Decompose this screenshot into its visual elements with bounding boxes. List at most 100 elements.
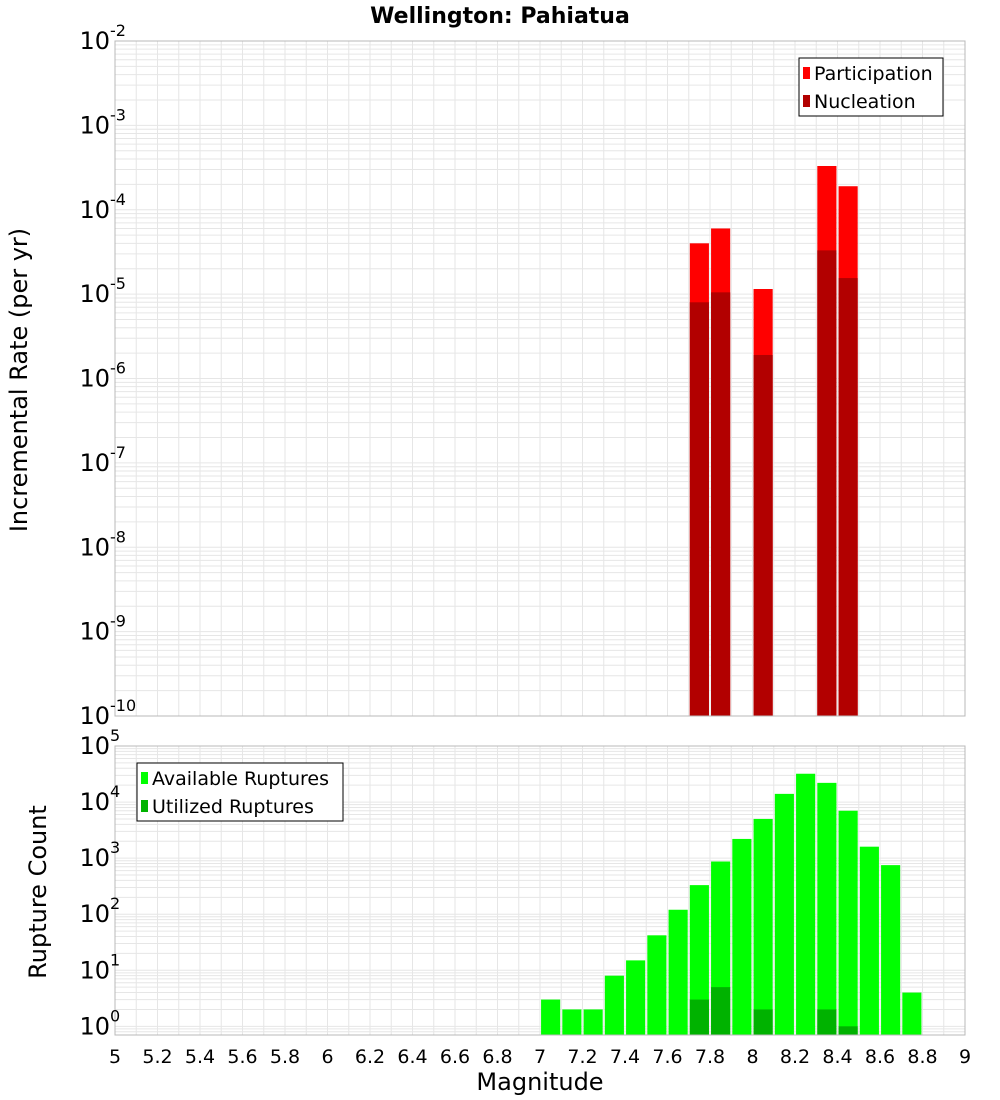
count-bar-primary xyxy=(541,999,561,1035)
count-bar-secondary xyxy=(817,1009,837,1035)
count-bar-secondary xyxy=(711,987,731,1035)
count-y-tick-exponent: 5 xyxy=(110,726,120,745)
rate-legend-swatch xyxy=(803,67,810,79)
count-y-tick-label: 10 xyxy=(79,1012,110,1040)
count-bar-primary xyxy=(859,846,879,1035)
rate-legend-box xyxy=(798,57,944,117)
count-bar-primary xyxy=(626,960,646,1035)
magnitude-tick-label: 7 xyxy=(534,1046,546,1068)
count-bar-primary xyxy=(732,838,752,1035)
rate-legend-swatch xyxy=(803,95,810,107)
magnitude-tick-label: 8.6 xyxy=(865,1046,895,1068)
magnitude-tick-label: 7.6 xyxy=(652,1046,682,1068)
magnitude-tick-label: 8.4 xyxy=(822,1046,852,1068)
rate-y-tick-label: 10 xyxy=(79,618,110,646)
rate-y-tick-exponent: -7 xyxy=(110,443,126,462)
count-y-tick-exponent: 3 xyxy=(110,838,120,857)
count-bar-secondary xyxy=(838,1026,858,1035)
count-bar-secondary xyxy=(753,1009,773,1035)
count-legend: Available Ruptures Utilized Ruptures xyxy=(136,762,344,822)
magnitude-tick-label: 5 xyxy=(109,1046,121,1068)
count-bar-primary xyxy=(689,885,709,1035)
rate-y-tick-exponent: -6 xyxy=(110,359,126,378)
magnitude-tick-label: 8.2 xyxy=(780,1046,810,1068)
count-y-tick-exponent: 4 xyxy=(110,782,120,801)
rate-legend: Participation Nucleation xyxy=(798,57,944,117)
rate-bar-secondary xyxy=(838,278,858,716)
magnitude-tick-label: 5.2 xyxy=(142,1046,172,1068)
magnitude-tick-label: 9 xyxy=(959,1046,971,1068)
count-y-tick-label: 10 xyxy=(79,900,110,928)
magnitude-tick-label: 7.8 xyxy=(695,1046,725,1068)
rate-y-tick-exponent: -3 xyxy=(110,105,126,124)
rate-y-tick-label: 10 xyxy=(79,702,110,730)
rate-bar-secondary xyxy=(817,250,837,717)
rate-y-tick-label: 10 xyxy=(79,449,110,477)
rate-bar-secondary xyxy=(753,354,773,716)
count-legend-label: Utilized Ruptures xyxy=(152,796,314,818)
count-bars xyxy=(541,773,922,1035)
count-bar-primary xyxy=(668,909,688,1035)
count-bar-primary xyxy=(774,793,794,1035)
rate-y-tick-label: 10 xyxy=(79,280,110,308)
rate-y-tick-label: 10 xyxy=(79,111,110,139)
rate-bar-secondary xyxy=(711,292,731,716)
rate-y-tick-exponent: -10 xyxy=(110,696,136,715)
rate-y-tick-label: 10 xyxy=(79,27,110,55)
rate-y-tick-label: 10 xyxy=(79,196,110,224)
rate-y-tick-exponent: -8 xyxy=(110,527,126,546)
rate-y-tick-label: 10 xyxy=(79,533,110,561)
rate-gridlines xyxy=(114,40,966,717)
count-bar-primary xyxy=(647,935,667,1035)
magnitude-tick-labels: 5 5.2 5.4 5.6 5.8 6 6.2 6.4 6.6 6.8 7 7.2 7.4 7.6 7.8 8… xyxy=(109,1046,971,1068)
rate-y-tick-exponent: -2 xyxy=(110,21,126,40)
count-y-tick-label: 10 xyxy=(79,844,110,872)
rate-bar-secondary xyxy=(689,302,709,716)
count-bar-primary xyxy=(838,810,858,1035)
rate-y-tick-exponent: -9 xyxy=(110,612,126,631)
magnitude-tick-label: 6 xyxy=(321,1046,333,1068)
rate-y-tick-exponent: -5 xyxy=(110,274,126,293)
rate-plot-frame xyxy=(114,40,966,717)
magnitude-tick-label: 5.4 xyxy=(185,1046,215,1068)
count-bar-primary xyxy=(881,865,901,1035)
rate-y-tick-exponent: -4 xyxy=(110,190,126,209)
count-legend-swatch xyxy=(141,772,148,784)
count-bar-primary xyxy=(902,992,922,1035)
magnitude-tick-label: 6.6 xyxy=(440,1046,470,1068)
count-bar-primary xyxy=(796,773,816,1035)
rate-legend-label: Participation xyxy=(814,63,933,85)
count-y-tick-exponent: 1 xyxy=(110,950,120,969)
count-y-tick-exponent: 0 xyxy=(110,1006,120,1025)
magnitude-tick-label: 7.2 xyxy=(567,1046,597,1068)
magnitude-tick-label: 8 xyxy=(746,1046,758,1068)
magnitude-tick-label: 7.4 xyxy=(610,1046,640,1068)
rate-y-axis-label: Incremental Rate (per yr) xyxy=(5,228,33,532)
magnitude-tick-label: 5.6 xyxy=(227,1046,257,1068)
magnitude-tick-label: 8.8 xyxy=(907,1046,937,1068)
rate-legend-label: Nucleation xyxy=(814,91,916,113)
count-y-tick-label: 10 xyxy=(79,788,110,816)
count-legend-box xyxy=(136,762,344,822)
count-y-axis-label: Rupture Count xyxy=(24,805,52,979)
count-y-tick-label: 10 xyxy=(79,956,110,984)
count-legend-swatch xyxy=(141,800,148,812)
count-bar-primary xyxy=(604,975,624,1035)
chart-title: Wellington: Pahiatua xyxy=(370,4,630,29)
magnitude-tick-label: 6.4 xyxy=(397,1046,427,1068)
count-y-tick-label: 10 xyxy=(79,732,110,760)
rate-y-tick-label: 10 xyxy=(79,365,110,393)
magnitude-tick-label: 6.8 xyxy=(482,1046,512,1068)
rate-bars xyxy=(689,166,858,717)
count-bar-primary xyxy=(562,1009,582,1035)
count-legend-label: Available Ruptures xyxy=(152,768,329,790)
count-plot-frame xyxy=(114,745,966,1036)
magnitude-tick-label: 5.8 xyxy=(270,1046,300,1068)
count-bar-primary xyxy=(817,782,837,1035)
count-bar-secondary xyxy=(689,999,709,1035)
